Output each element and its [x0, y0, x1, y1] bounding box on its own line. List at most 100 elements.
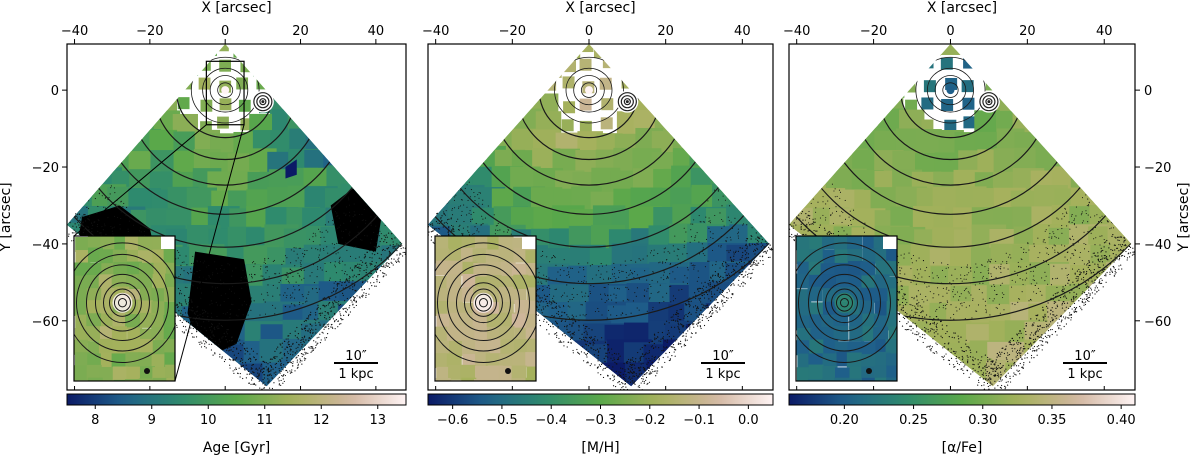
inset-frame [73, 235, 176, 382]
edge-point [232, 359, 234, 361]
voronoi-bin [751, 63, 770, 101]
edge-point [269, 361, 271, 364]
edge-point [588, 327, 590, 330]
band-point [177, 257, 179, 259]
edge-point [687, 330, 689, 332]
band-point [431, 173, 433, 175]
edge-point [658, 359, 660, 361]
band-point [361, 173, 363, 175]
edge-point [584, 328, 586, 330]
band-point [68, 170, 70, 172]
band-point [239, 297, 241, 299]
edge-point [559, 316, 561, 318]
edge-point [279, 359, 281, 361]
band-point [266, 266, 268, 268]
band-point [96, 225, 98, 227]
band-point [598, 266, 600, 268]
voronoi-bin [728, 106, 764, 141]
band-point [378, 152, 380, 154]
band-point [456, 138, 458, 141]
edge-point [644, 367, 646, 370]
edge-point [76, 217, 79, 219]
band-point [109, 193, 111, 195]
band-point [417, 118, 418, 119]
edge-point [299, 349, 301, 351]
edge-point [375, 271, 378, 273]
edge-point [377, 274, 379, 277]
band-point [366, 235, 368, 237]
edge-point [743, 267, 745, 269]
band-point [426, 135, 427, 136]
edge-point [176, 303, 178, 305]
edge-point [326, 333, 329, 335]
edge-point [235, 367, 237, 369]
edge-point [741, 247, 743, 249]
band-point [366, 195, 369, 197]
edge-point [176, 326, 178, 328]
edge-point [230, 349, 232, 351]
band-point [309, 275, 311, 277]
edge-point [244, 362, 247, 364]
edge-point [709, 282, 711, 284]
edge-point [548, 300, 551, 302]
edge-point [177, 315, 180, 317]
edge-point [390, 261, 392, 263]
edge-point [394, 248, 396, 250]
band-point [455, 189, 457, 191]
edge-point [445, 221, 447, 224]
band-point [253, 266, 255, 268]
band-point [296, 253, 298, 255]
edge-point [285, 338, 287, 340]
edge-point [381, 272, 384, 274]
inset-bin [112, 339, 128, 355]
band-point [433, 112, 436, 115]
edge-point [441, 220, 443, 222]
edge-point [716, 301, 718, 304]
edge-point [248, 382, 250, 384]
edge-point [249, 357, 252, 360]
band-point [546, 256, 548, 258]
band-point [618, 270, 620, 272]
edge-point [214, 353, 216, 355]
band-point [339, 256, 341, 258]
edge-point [662, 338, 664, 340]
band-point [119, 228, 121, 230]
edge-point [642, 380, 644, 382]
band-point [745, 208, 747, 210]
band-point [79, 167, 81, 169]
edge-point [275, 373, 277, 376]
edge-point [195, 336, 198, 338]
band-point [101, 156, 103, 159]
edge-point [596, 348, 599, 350]
band-point [611, 269, 613, 271]
band-point [339, 224, 341, 226]
voronoi-bin [729, 67, 765, 102]
edge-point [348, 278, 350, 280]
edge-point [358, 296, 360, 298]
band-point [393, 196, 395, 198]
edge-point [374, 253, 376, 256]
edge-point [651, 355, 653, 357]
edge-point [435, 220, 438, 223]
edge-point [235, 368, 238, 370]
edge-point [676, 320, 678, 322]
band-point [208, 276, 210, 278]
edge-point [192, 336, 194, 338]
voronoi-bin [451, 71, 483, 103]
voronoi-bin [361, 44, 396, 80]
edge-point [634, 380, 636, 382]
band-point [451, 110, 454, 112]
edge-point [221, 356, 223, 358]
edge-point [706, 293, 709, 296]
band-point [178, 276, 180, 278]
edge-point [732, 293, 734, 295]
edge-point [623, 362, 625, 365]
edge-point [319, 314, 322, 316]
band-point [404, 148, 405, 149]
band-point [79, 145, 81, 147]
band-point [638, 258, 640, 260]
band-point [458, 132, 460, 134]
edge-point [396, 243, 398, 245]
edge-point [341, 284, 343, 286]
band-point [354, 213, 356, 216]
